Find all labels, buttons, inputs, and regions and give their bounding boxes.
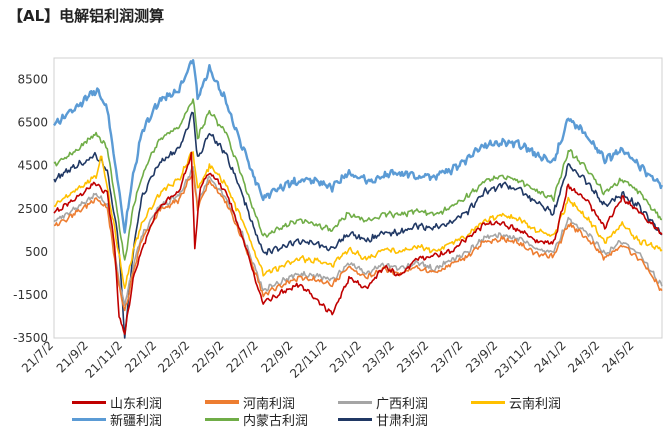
legend-label: 新疆利润 xyxy=(110,413,163,429)
x-tick-label: 24/3/2 xyxy=(565,338,602,375)
x-tick-label: 23/1/2 xyxy=(327,338,364,375)
x-tick-label: 23/7/2 xyxy=(428,338,465,375)
x-tick-label: 24/1/2 xyxy=(532,338,569,375)
chart-title: 【AL】电解铝利润测算 xyxy=(8,7,165,25)
legend: 山东利润 河南利润 广西利润 云南利润 新疆利润 内蒙古利润 甘肃利润 xyxy=(0,390,668,438)
y-axis: 8500 6500 4500 2500 500 -1500 -3500 xyxy=(13,73,48,345)
legend-swatch xyxy=(205,400,239,404)
series-line xyxy=(53,59,664,234)
legend-item: 甘肃利润 xyxy=(338,410,429,429)
series-lines xyxy=(53,59,664,339)
x-tick-label: 22/5/2 xyxy=(189,338,226,375)
line-chart: 8500 6500 4500 2500 500 -1500 -3500 21/7/221/9… xyxy=(13,57,664,381)
y-tick-label: -1500 xyxy=(13,288,48,302)
legend-swatch xyxy=(205,417,239,421)
x-tick-label: 22/7/2 xyxy=(224,338,261,375)
legend-label: 甘肃利润 xyxy=(376,413,429,429)
x-axis: 21/7/221/9/221/11/222/1/222/3/222/5/222/… xyxy=(19,338,637,381)
legend-item: 云南利润 xyxy=(471,393,562,412)
legend-label: 河南利润 xyxy=(243,396,296,412)
series-line xyxy=(53,151,663,335)
legend-item: 内蒙古利润 xyxy=(205,410,309,429)
y-tick-label: 8500 xyxy=(17,73,48,87)
series-line xyxy=(53,98,663,261)
x-tick-label: 23/11/2 xyxy=(492,338,535,381)
x-tick-label: 22/11/2 xyxy=(287,338,330,381)
legend-item: 广西利润 xyxy=(338,393,429,412)
legend-item: 河南利润 xyxy=(205,393,296,412)
y-tick-label: -3500 xyxy=(13,331,48,345)
legend-swatch xyxy=(72,417,106,421)
x-tick-label: 23/5/2 xyxy=(394,338,431,375)
x-tick-label: 23/3/2 xyxy=(360,338,397,375)
legend-label: 山东利润 xyxy=(110,396,163,412)
legend-swatch xyxy=(471,400,505,404)
y-tick-label: 6500 xyxy=(17,116,48,130)
x-tick-label: 22/1/2 xyxy=(122,338,159,375)
legend-item: 新疆利润 xyxy=(72,410,163,429)
series-line xyxy=(53,170,663,312)
legend-swatch xyxy=(338,417,372,421)
x-tick-label: 21/11/2 xyxy=(82,338,125,381)
y-tick-label: 500 xyxy=(25,245,48,259)
series-line xyxy=(53,111,663,339)
series-line xyxy=(53,151,663,290)
legend-label: 广西利润 xyxy=(376,396,429,412)
plot-frame xyxy=(53,57,663,339)
x-tick-label: 24/5/2 xyxy=(599,338,636,375)
y-tick-label: 4500 xyxy=(17,159,48,173)
legend-swatch xyxy=(72,400,106,404)
legend-label: 云南利润 xyxy=(509,396,562,412)
y-tick-label: 2500 xyxy=(17,202,48,216)
legend-item: 山东利润 xyxy=(72,393,163,412)
x-tick-label: 22/3/2 xyxy=(155,338,192,375)
legend-swatch xyxy=(338,400,372,404)
legend-label: 内蒙古利润 xyxy=(243,413,309,429)
